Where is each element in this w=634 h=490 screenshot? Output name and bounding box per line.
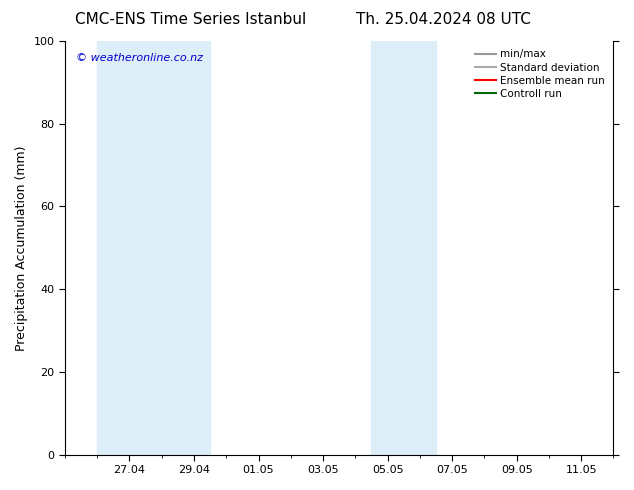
Text: © weatheronline.co.nz: © weatheronline.co.nz [76, 53, 203, 64]
Bar [97, 41, 210, 455]
Y-axis label: Precipitation Accumulation (mm): Precipitation Accumulation (mm) [15, 145, 28, 350]
Bar [372, 41, 436, 455]
Text: CMC-ENS Time Series Istanbul: CMC-ENS Time Series Istanbul [75, 12, 306, 27]
Legend: min/max, Standard deviation, Ensemble mean run, Controll run: min/max, Standard deviation, Ensemble me… [472, 46, 608, 102]
Text: Th. 25.04.2024 08 UTC: Th. 25.04.2024 08 UTC [356, 12, 531, 27]
